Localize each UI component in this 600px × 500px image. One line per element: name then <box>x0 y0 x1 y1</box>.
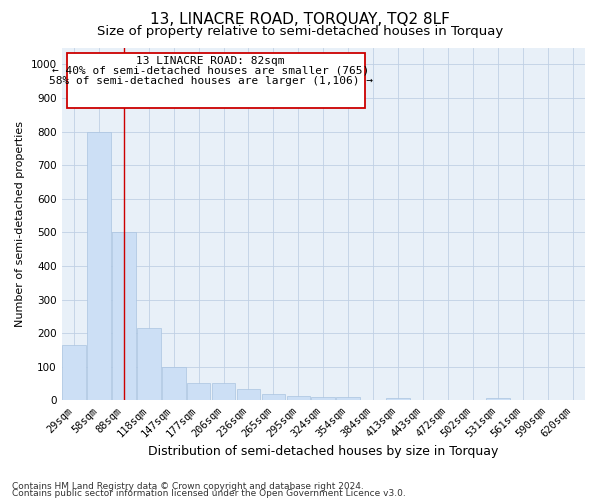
Text: ← 40% of semi-detached houses are smaller (765): ← 40% of semi-detached houses are smalle… <box>52 65 370 75</box>
Text: 58% of semi-detached houses are larger (1,106) →: 58% of semi-detached houses are larger (… <box>49 76 373 86</box>
Bar <box>287 396 310 400</box>
Bar <box>311 397 335 400</box>
Bar <box>486 398 509 400</box>
Text: Contains HM Land Registry data © Crown copyright and database right 2024.: Contains HM Land Registry data © Crown c… <box>12 482 364 491</box>
Bar <box>137 328 161 400</box>
FancyBboxPatch shape <box>67 53 365 108</box>
Text: 13, LINACRE ROAD, TORQUAY, TQ2 8LF: 13, LINACRE ROAD, TORQUAY, TQ2 8LF <box>150 12 450 28</box>
Bar <box>187 383 211 400</box>
Bar <box>112 232 136 400</box>
Text: Contains public sector information licensed under the Open Government Licence v3: Contains public sector information licen… <box>12 490 406 498</box>
Text: 13 LINACRE ROAD: 82sqm: 13 LINACRE ROAD: 82sqm <box>136 56 285 66</box>
Bar <box>62 345 86 401</box>
Bar <box>212 383 235 400</box>
Bar <box>162 367 185 400</box>
Bar <box>386 398 410 400</box>
Bar <box>337 397 360 400</box>
Text: Size of property relative to semi-detached houses in Torquay: Size of property relative to semi-detach… <box>97 25 503 38</box>
Bar <box>87 132 111 400</box>
Bar <box>262 394 285 400</box>
X-axis label: Distribution of semi-detached houses by size in Torquay: Distribution of semi-detached houses by … <box>148 444 499 458</box>
Y-axis label: Number of semi-detached properties: Number of semi-detached properties <box>15 121 25 327</box>
Bar <box>236 390 260 400</box>
